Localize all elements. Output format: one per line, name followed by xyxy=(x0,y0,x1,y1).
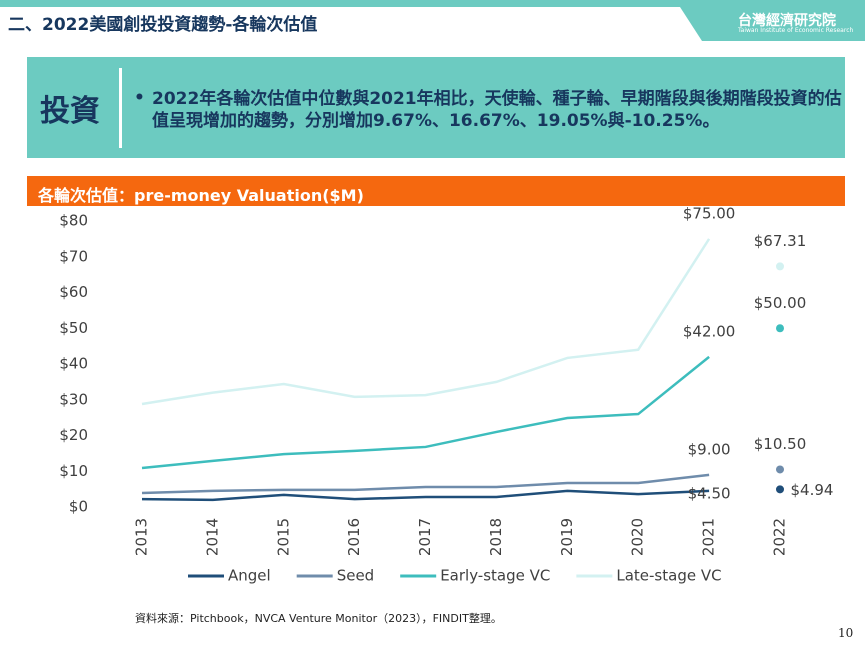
x-tick-label: 2021 xyxy=(700,518,718,556)
legend-label: Late-stage VC xyxy=(616,567,721,585)
series-point xyxy=(776,324,784,333)
x-tick-label: 2013 xyxy=(133,518,151,556)
x-tick-label: 2018 xyxy=(487,518,505,556)
logo-bg xyxy=(680,7,865,41)
data-label: $75.00 xyxy=(683,204,736,222)
chart-title: 各輪次估值：pre-money Valuation($M) xyxy=(38,186,364,205)
series-point xyxy=(776,262,784,271)
top-bar xyxy=(0,0,865,7)
x-tick-label: 2019 xyxy=(558,518,576,556)
data-label: $4.50 xyxy=(688,484,731,502)
summary-box xyxy=(27,57,845,158)
y-tick-label: $30 xyxy=(59,390,88,408)
source: 資料來源：Pitchbook，NVCA Venture Monitor（2023… xyxy=(135,612,502,625)
y-tick-label: $60 xyxy=(59,283,88,301)
series-point xyxy=(776,465,784,474)
data-label: $67.31 xyxy=(754,232,807,250)
series-line xyxy=(141,489,710,502)
chart-title-bar xyxy=(27,176,845,206)
logo: 台灣經濟研究院 xyxy=(738,13,836,29)
y-tick-label: $70 xyxy=(59,247,88,265)
y-tick-label: $80 xyxy=(59,212,88,230)
summary-label: 投資 xyxy=(40,94,100,129)
y-tick-label: $20 xyxy=(59,426,88,444)
x-tick-label: 2015 xyxy=(274,518,292,556)
y-tick-label: $50 xyxy=(59,319,88,337)
x-tick-label: 2017 xyxy=(416,518,434,556)
y-tick-label: $10 xyxy=(59,462,88,480)
data-label: $10.50 xyxy=(754,435,807,453)
y-tick-label: $40 xyxy=(59,355,88,373)
series-line xyxy=(141,473,710,495)
y-tick-label: $0 xyxy=(69,498,88,516)
data-label: $4.94 xyxy=(791,481,834,499)
x-tick-label: 2020 xyxy=(629,518,647,556)
data-label: $9.00 xyxy=(688,440,731,458)
logo-sub: Taiwan Institute of Economic Research xyxy=(738,27,854,34)
data-label: $50.00 xyxy=(754,294,807,312)
page-number: 10 xyxy=(838,626,854,640)
series-line xyxy=(141,355,710,470)
legend-label: Seed xyxy=(337,567,375,585)
header-title: 二、2022美國創投投資趨勢-各輪次估值 xyxy=(8,15,318,35)
divider xyxy=(119,68,122,148)
legend-label: Early-stage VC xyxy=(440,567,550,585)
x-tick-label: 2022 xyxy=(771,518,789,556)
series-line xyxy=(141,238,711,406)
summary-text: 2022年各輪次估值中位數與2021年相比，天使輪、種子輪、早期階段與後期階段投… xyxy=(152,89,842,131)
data-label: $42.00 xyxy=(683,322,736,340)
x-tick-label: 2016 xyxy=(345,518,363,556)
x-tick-label: 2014 xyxy=(203,518,221,556)
series-point xyxy=(776,485,784,494)
legend-label: Angel xyxy=(228,567,271,585)
